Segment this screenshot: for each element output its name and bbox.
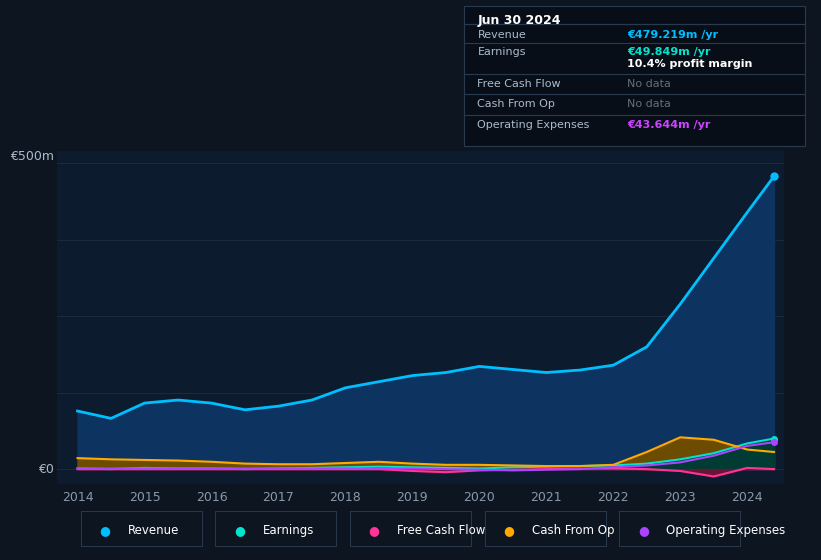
Text: Free Cash Flow: Free Cash Flow xyxy=(397,524,485,538)
Text: Free Cash Flow: Free Cash Flow xyxy=(478,79,561,89)
Text: ●: ● xyxy=(638,524,649,538)
Text: €479.219m /yr: €479.219m /yr xyxy=(627,30,718,40)
Text: Jun 30 2024: Jun 30 2024 xyxy=(478,14,561,27)
Text: ●: ● xyxy=(369,524,379,538)
Text: Revenue: Revenue xyxy=(128,524,179,538)
Text: Cash From Op: Cash From Op xyxy=(532,524,614,538)
Text: Earnings: Earnings xyxy=(263,524,314,538)
Text: Revenue: Revenue xyxy=(478,30,526,40)
Text: €43.644m /yr: €43.644m /yr xyxy=(627,120,711,129)
Text: No data: No data xyxy=(627,99,672,109)
Text: €49.849m /yr: €49.849m /yr xyxy=(627,47,711,57)
Text: ●: ● xyxy=(503,524,514,538)
Text: Operating Expenses: Operating Expenses xyxy=(667,524,786,538)
Text: ●: ● xyxy=(234,524,245,538)
Text: €500m: €500m xyxy=(10,151,54,164)
FancyBboxPatch shape xyxy=(464,6,805,146)
Text: No data: No data xyxy=(627,79,672,89)
Text: 10.4% profit margin: 10.4% profit margin xyxy=(627,59,753,69)
Text: Earnings: Earnings xyxy=(478,47,526,57)
Text: Cash From Op: Cash From Op xyxy=(478,99,555,109)
Text: €0: €0 xyxy=(38,463,54,475)
Text: ●: ● xyxy=(99,524,110,538)
Text: Operating Expenses: Operating Expenses xyxy=(478,120,589,129)
